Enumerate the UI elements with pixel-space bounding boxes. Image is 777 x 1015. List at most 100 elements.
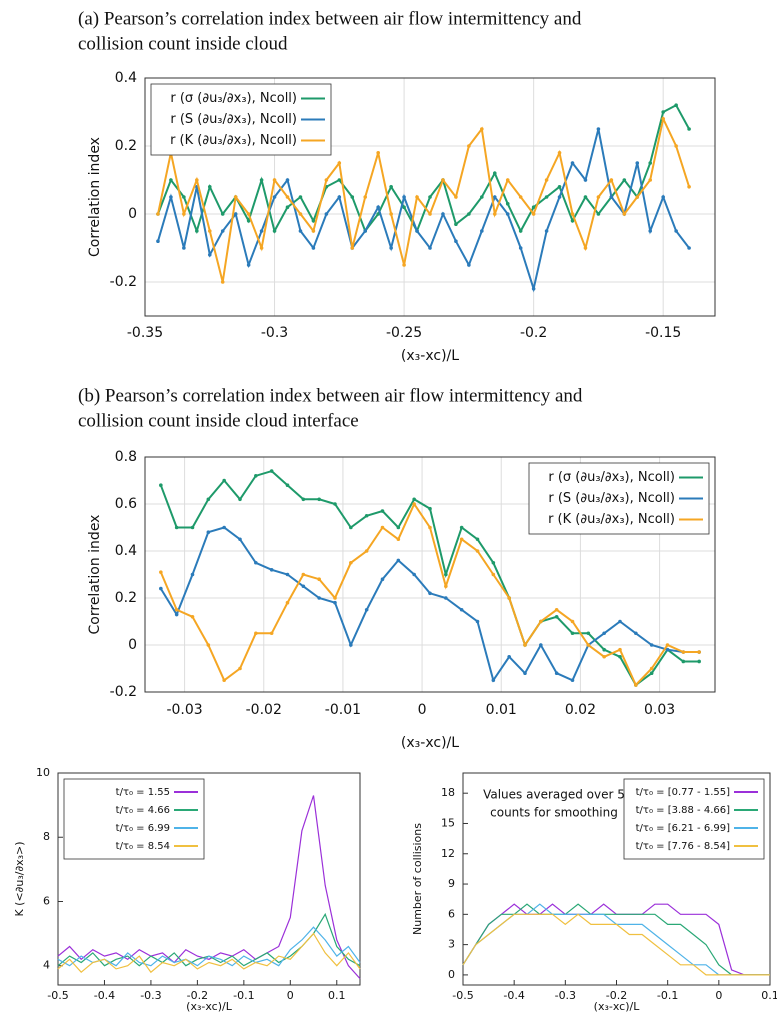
point (428, 591, 432, 596)
x-axis-label: (x₃-xc)/L (594, 1000, 641, 1013)
point (206, 497, 211, 502)
point (518, 195, 523, 199)
point (298, 229, 303, 233)
series-line (57, 932, 361, 974)
point (159, 570, 163, 574)
point (544, 229, 549, 233)
point (156, 212, 160, 216)
point (596, 127, 601, 131)
point (272, 178, 277, 182)
plot-frame (144, 77, 716, 317)
point (363, 195, 368, 199)
point (412, 497, 416, 502)
point (531, 212, 536, 216)
point (402, 195, 406, 199)
legend-label: t/τ₀ = 8.54 (116, 841, 170, 852)
x-tick-label: -0.01 (325, 702, 361, 718)
point (269, 568, 274, 572)
point (648, 161, 653, 165)
x-tick-label: 0.1 (761, 989, 777, 1002)
point (174, 525, 179, 530)
point (570, 678, 575, 683)
point (491, 678, 496, 683)
x-tick-label: -0.02 (246, 702, 282, 718)
point (311, 219, 316, 223)
point (269, 469, 274, 473)
y-tick-label: 0 (448, 968, 455, 981)
point (454, 195, 458, 199)
point (428, 246, 432, 250)
point (298, 195, 303, 199)
point (349, 643, 353, 647)
y-tick-label: 4 (43, 959, 50, 972)
x-tick-label: -0.2 (606, 989, 627, 1002)
point (207, 229, 212, 233)
point (259, 246, 264, 250)
point (492, 195, 497, 199)
point (333, 502, 337, 506)
series-line (462, 913, 770, 976)
point (602, 631, 606, 636)
point (324, 178, 329, 182)
point (396, 537, 401, 542)
point (428, 506, 432, 511)
point (195, 229, 199, 233)
y-tick-label: 6 (448, 907, 455, 920)
point (609, 178, 614, 182)
point (285, 178, 290, 182)
point (459, 607, 464, 612)
point (222, 525, 226, 530)
y-tick-label: 6 (43, 894, 50, 907)
point (156, 239, 160, 243)
point (586, 631, 591, 636)
point (389, 185, 393, 189)
x-tick-label: -0.1 (657, 989, 678, 1002)
point (475, 549, 480, 553)
point (554, 671, 559, 675)
point (389, 212, 393, 216)
point (380, 525, 385, 530)
point (428, 525, 432, 530)
point (246, 263, 251, 267)
point (596, 195, 601, 199)
point (609, 195, 614, 199)
point (376, 205, 380, 209)
x-tick-label: -0.03 (166, 702, 202, 718)
point (301, 584, 306, 589)
x-tick-label: 0 (287, 989, 294, 1002)
point (301, 497, 306, 502)
plot-frame (462, 772, 771, 986)
point (557, 151, 562, 155)
point (665, 643, 670, 647)
point (380, 577, 385, 581)
y-tick-label: 0.2 (115, 138, 137, 154)
x-tick-label: 0 (418, 702, 427, 718)
y-tick-label: 0.6 (115, 496, 137, 512)
point (337, 195, 342, 199)
y-tick-label: 0.8 (115, 449, 137, 465)
point (324, 212, 329, 216)
point (492, 171, 497, 175)
x-axis-label: (x₃-xc)/L (186, 1000, 233, 1013)
point (596, 212, 601, 216)
legend-label: t/τ₀ = [6.21 - 6.99] (636, 823, 730, 834)
point (475, 619, 480, 624)
legend-label: r (K (∂u₃/∂x₃), Ncoll) (170, 133, 297, 148)
point (222, 678, 226, 683)
point (570, 212, 575, 216)
legend-label: t/τ₀ = [3.88 - 4.66] (636, 805, 730, 816)
point (649, 671, 654, 675)
point (635, 161, 640, 165)
point (363, 229, 368, 233)
point (480, 127, 484, 131)
point (467, 263, 471, 267)
point (634, 631, 638, 636)
point (402, 205, 406, 209)
point (317, 596, 321, 600)
point (285, 572, 290, 577)
point (238, 537, 242, 542)
series-line (157, 115, 691, 283)
point (364, 549, 369, 553)
x-tick-label: 0.03 (644, 702, 675, 718)
point (389, 246, 393, 250)
